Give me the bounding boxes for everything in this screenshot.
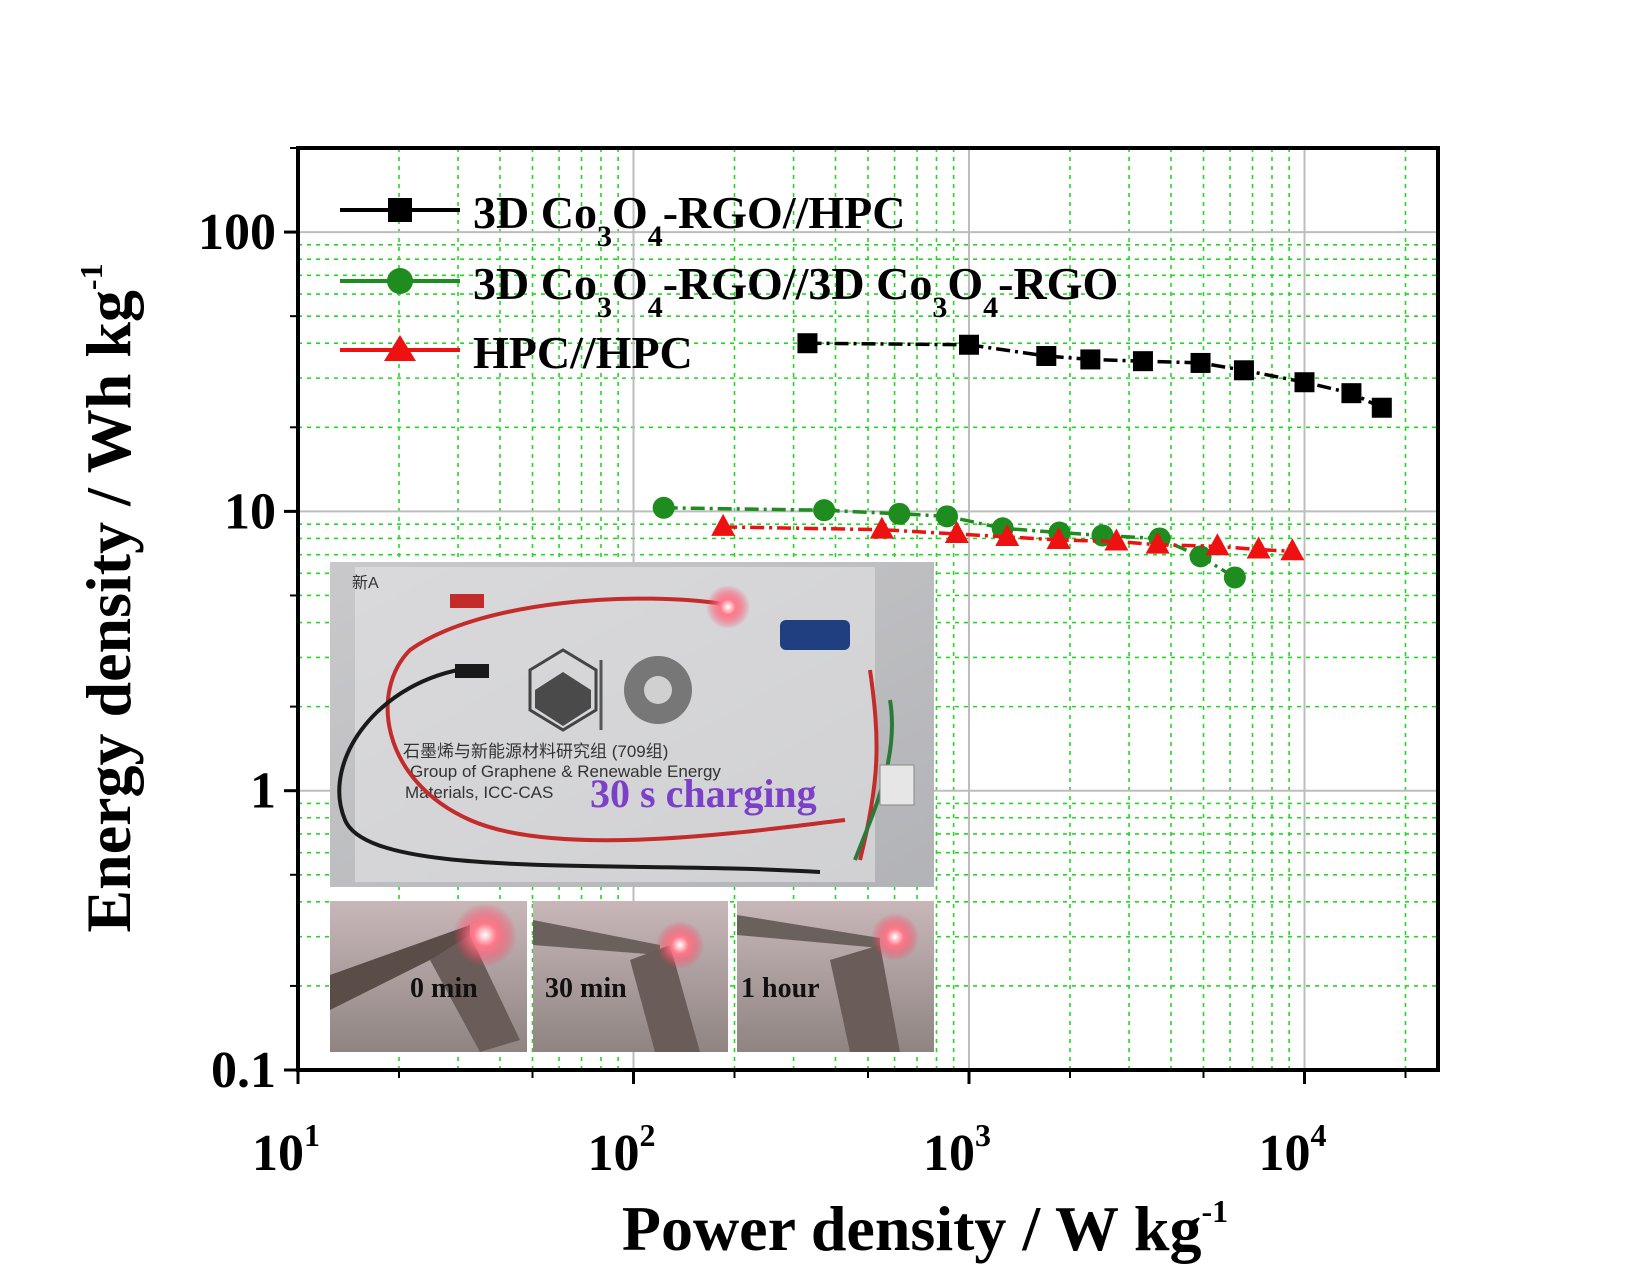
x-tick-label: 101 xyxy=(252,1117,320,1182)
hexagon-logo-fill-icon xyxy=(535,672,591,726)
inset-card-line-3: Materials, ICC-CAS xyxy=(405,783,553,802)
legend-square-marker xyxy=(388,198,412,222)
legend-triangle-marker xyxy=(384,335,416,361)
data-point-triangle xyxy=(1205,533,1230,556)
x-tick-label: 102 xyxy=(587,1117,655,1182)
data-point-circle xyxy=(1223,566,1246,589)
paper-card xyxy=(355,567,875,882)
y-tick-label: 10 xyxy=(224,483,276,540)
data-point-circle xyxy=(1189,545,1212,568)
inset-corner-note: 新A xyxy=(352,574,379,592)
data-point-square xyxy=(1080,349,1101,370)
data-point-circle xyxy=(813,499,836,522)
y-axis-title: Energy density / Wh kg-1 xyxy=(73,263,144,932)
data-point-triangle xyxy=(869,516,894,539)
legend-item-series-3: HPC//HPC xyxy=(340,327,693,378)
inset-panel-label-1: 0 min xyxy=(410,973,478,1004)
red-clip xyxy=(450,594,484,608)
series-3 xyxy=(711,513,1305,561)
inset-main-caption: 30 s charging xyxy=(590,771,817,816)
data-point-triangle xyxy=(1246,536,1271,559)
data-point-square xyxy=(1233,360,1254,381)
legend-label-series-2: 3D Co3O4-RGO//3D Co3O4-RGO xyxy=(473,258,1118,324)
data-point-triangle xyxy=(711,513,736,536)
data-point-square xyxy=(1341,383,1362,404)
data-point-circle xyxy=(936,505,959,528)
connector xyxy=(879,764,915,806)
x-tick-label: 103 xyxy=(923,1117,991,1182)
data-point-square xyxy=(797,333,818,354)
data-point-square xyxy=(958,334,979,355)
led-glow-icon xyxy=(871,913,919,961)
inset-panel-2: 30 min xyxy=(533,901,728,1052)
led-glow-icon xyxy=(453,903,517,967)
axis-ticks xyxy=(284,147,1407,1084)
led-glow-icon xyxy=(706,585,750,629)
legend-label-series-3: HPC//HPC xyxy=(473,327,693,378)
series-line xyxy=(723,525,1293,553)
data-point-square xyxy=(1132,351,1153,372)
series-layer xyxy=(652,333,1392,589)
data-point-circle xyxy=(888,502,911,525)
x-tick-label: 104 xyxy=(1258,1117,1326,1182)
data-point-triangle xyxy=(1145,531,1170,554)
data-point-square xyxy=(1371,397,1392,418)
legend-circle-marker xyxy=(387,268,413,294)
data-point-triangle xyxy=(1046,526,1071,549)
red-wire xyxy=(385,596,846,843)
inset-panel-1: 0 min xyxy=(330,901,527,1052)
flower-logo-center-icon xyxy=(644,676,672,704)
black-wire xyxy=(337,666,821,874)
y-tick-label: 100 xyxy=(198,204,276,261)
device-board xyxy=(780,620,850,650)
legend-label-series-1: 3D Co3O4-RGO//HPC xyxy=(473,187,906,253)
tick-labels: 101 102 103 104 0.1 1 10 100 xyxy=(198,204,1326,1182)
led-glow-icon xyxy=(656,921,704,969)
data-point-triangle xyxy=(1104,528,1129,551)
data-point-triangle xyxy=(995,523,1020,546)
data-point-square xyxy=(1036,346,1057,367)
data-point-square xyxy=(1190,352,1211,373)
y-tick-label: 1 xyxy=(250,763,276,820)
inset-panel-3: 1 hour xyxy=(737,901,934,1052)
series-1 xyxy=(797,333,1392,418)
data-point-square xyxy=(1294,372,1315,393)
hexagon-logo-icon xyxy=(528,648,598,732)
data-point-circle xyxy=(652,496,675,519)
black-clip xyxy=(455,664,489,678)
inset-panel-label-3: 1 hour xyxy=(741,973,820,1004)
series-line xyxy=(663,506,1236,579)
inset-card-line-1: 石墨烯与新能源材料研究组 (709组) xyxy=(403,742,668,761)
data-point-triangle xyxy=(944,520,969,543)
y-tick-label: 0.1 xyxy=(211,1042,276,1099)
inset-photo: 新A 石墨烯与新能源材料研究组 (709组) Group of Graphene… xyxy=(330,562,934,1052)
series-line xyxy=(807,341,1383,410)
inset-panel-label-2: 30 min xyxy=(545,973,627,1004)
legend-item-series-1: 3D Co3O4-RGO//HPC xyxy=(340,187,906,253)
legend: 3D Co3O4-RGO//HPC 3D Co3O4-RGO//3D Co3O4… xyxy=(340,187,1118,378)
inset-card-line-2: Group of Graphene & Renewable Energy xyxy=(410,762,721,781)
x-axis-title: Power density / W kg-1 xyxy=(622,1193,1228,1264)
data-point-triangle xyxy=(1280,538,1305,561)
legend-item-series-2: 3D Co3O4-RGO//3D Co3O4-RGO xyxy=(340,258,1118,324)
